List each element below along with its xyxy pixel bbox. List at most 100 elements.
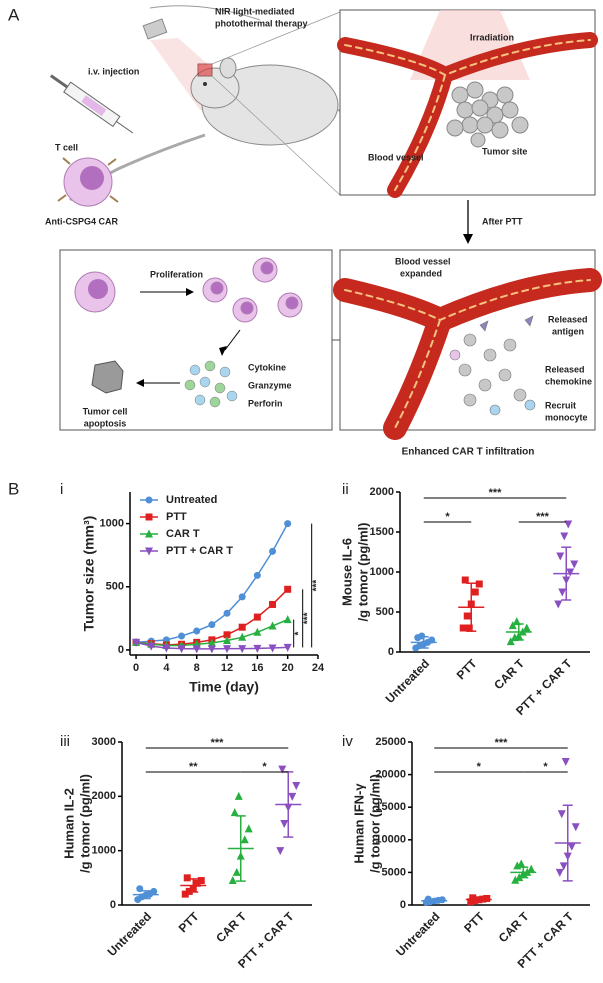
syringe <box>49 74 134 134</box>
data-point <box>147 642 156 651</box>
data-point <box>253 627 262 636</box>
data-point <box>232 867 241 876</box>
legend-label: PTT <box>166 511 187 523</box>
y-tick-label: 25000 <box>375 736 406 748</box>
data-point <box>162 644 171 653</box>
y-axis-label: /g tomor (pg/ml) <box>77 774 92 873</box>
data-point <box>177 645 186 654</box>
data-point <box>181 890 189 898</box>
x-tick-label: PTT <box>176 909 202 935</box>
data-point <box>238 632 247 641</box>
chemokine-label: chemokine <box>545 376 592 386</box>
injection-label: i.v. injection <box>88 66 139 76</box>
y-axis-label: Tumor size (mm³) <box>81 516 97 632</box>
data-point <box>557 810 566 819</box>
data-point <box>283 643 292 652</box>
y-tick-label: 3000 <box>92 736 116 748</box>
data-point <box>238 593 246 601</box>
panel-label: iii <box>60 733 70 750</box>
data-point <box>132 638 141 647</box>
x-tick-label: Untreated <box>105 909 155 959</box>
mouse-illustration <box>69 5 381 202</box>
y-axis-label: /g tomor (pg/ml) <box>367 774 382 873</box>
legend-marker <box>145 513 153 521</box>
data-point <box>178 632 186 640</box>
data-point <box>463 612 471 620</box>
x-tick-label: 8 <box>194 662 200 674</box>
vessel-label: Blood vessel <box>368 152 424 162</box>
data-point <box>522 623 531 632</box>
data-point <box>268 644 277 653</box>
data-point <box>223 631 231 639</box>
x-tick-label: CAR T <box>491 656 527 692</box>
data-point <box>253 613 261 621</box>
x-tick-label: Untreated <box>393 909 443 959</box>
t-cells <box>202 257 303 323</box>
data-point <box>269 547 277 555</box>
y-tick-label: 1000 <box>100 517 124 529</box>
tumor-label: Tumor site <box>482 146 527 156</box>
data-point <box>238 623 246 631</box>
legend-label: PTT + CAR T <box>166 545 233 557</box>
x-tick-label: CAR T <box>213 909 249 945</box>
data-point <box>566 568 575 577</box>
arrowhead <box>186 288 194 296</box>
y-tick-label: 0 <box>110 899 116 911</box>
infiltrating-cells <box>449 315 536 416</box>
arrowhead <box>463 234 473 244</box>
data-point <box>223 645 232 654</box>
data-point <box>238 645 247 654</box>
data-point <box>556 552 565 561</box>
data-point <box>527 864 536 873</box>
x-tick-label: 0 <box>133 662 139 674</box>
irradiation-label: Irradiation <box>470 32 514 42</box>
x-tick-label: 16 <box>251 662 263 674</box>
data-point <box>560 532 569 541</box>
x-tick-label: 24 <box>312 662 325 674</box>
tumor-cell <box>91 360 124 394</box>
panel-label: iv <box>342 733 353 750</box>
x-tick-label: Untreated <box>383 656 433 706</box>
caption: Enhanced CAR T infiltration <box>402 447 535 458</box>
data-point <box>207 638 216 647</box>
apoptosis-label: apoptosis <box>84 418 127 428</box>
data-point <box>288 792 297 801</box>
expanded-vessel <box>333 268 602 440</box>
y-tick-label: 0 <box>388 646 394 658</box>
data-point <box>558 588 567 597</box>
panel-label: ii <box>342 481 349 498</box>
data-point <box>284 585 292 593</box>
data-point <box>276 847 285 856</box>
x-tick-label: 12 <box>221 662 233 674</box>
y-tick-label: 1000 <box>92 845 116 857</box>
data-point <box>292 781 301 790</box>
data-point <box>150 887 158 895</box>
y-tick-label: 500 <box>106 581 124 593</box>
monocyte-label: Recruit <box>545 400 576 410</box>
data-point <box>244 824 253 833</box>
y-axis-label: Mouse IL-6 <box>339 538 354 606</box>
data-point <box>469 894 477 902</box>
x-tick-label: CAR T <box>496 909 532 945</box>
y-tick-label: 0 <box>400 899 406 911</box>
data-point <box>193 627 201 635</box>
data-point <box>561 758 570 767</box>
legend-marker <box>145 547 153 556</box>
data-point <box>223 609 231 617</box>
data-point <box>253 571 261 579</box>
arrowhead <box>136 379 144 387</box>
x-axis-label: Time (day) <box>189 679 259 695</box>
significance-label: ** <box>189 761 198 773</box>
significance-label: *** <box>536 511 550 523</box>
legend-label: CAR T <box>166 528 200 540</box>
data-point <box>571 823 580 832</box>
data-point <box>268 621 277 630</box>
panel-label: A <box>8 5 20 24</box>
data-point <box>269 600 277 608</box>
effector-label: Cytokine <box>248 362 286 372</box>
y-tick-label: 2000 <box>92 790 116 802</box>
antigen-label: Released <box>548 314 588 324</box>
significance-label: * <box>445 511 450 523</box>
arrow <box>224 329 241 351</box>
